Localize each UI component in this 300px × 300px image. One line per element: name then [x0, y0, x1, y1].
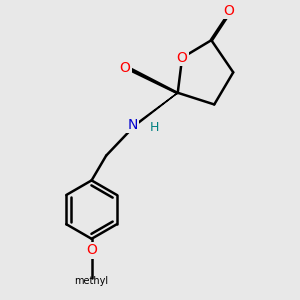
Polygon shape [135, 93, 178, 125]
Text: H: H [150, 121, 159, 134]
Text: methyl: methyl [74, 276, 109, 286]
Text: O: O [120, 61, 130, 75]
Text: O: O [224, 4, 234, 18]
Text: N: N [127, 118, 138, 132]
Text: O: O [86, 244, 97, 257]
Text: O: O [177, 51, 188, 65]
